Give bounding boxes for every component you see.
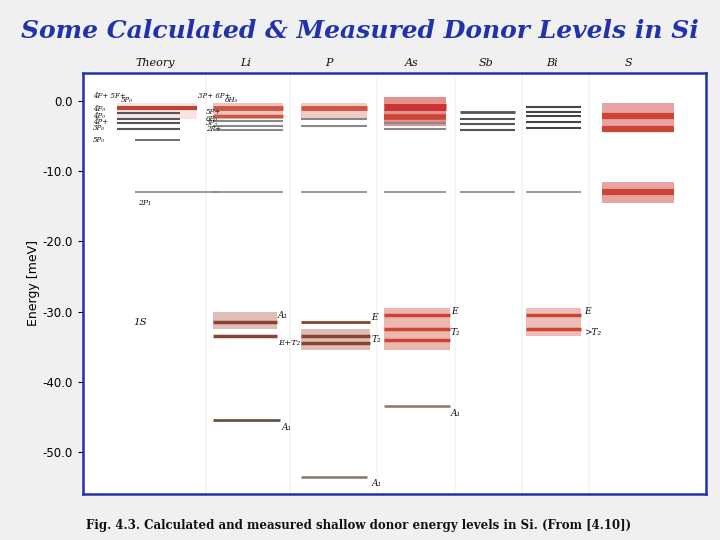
Bar [384, 97, 446, 125]
Text: Sb: Sb [479, 58, 494, 68]
Text: As: As [405, 58, 418, 68]
Text: 5P₀: 5P₀ [93, 136, 105, 144]
Text: 3P+ 6P+: 3P+ 6P+ [199, 92, 231, 100]
Bar [213, 103, 284, 118]
Bar [213, 312, 276, 329]
Text: 4P+: 4P+ [93, 118, 108, 126]
Text: Theory: Theory [135, 58, 175, 68]
Text: 5P₀: 5P₀ [121, 96, 133, 104]
Text: 6H₀: 6H₀ [225, 96, 238, 104]
Text: A₁: A₁ [278, 310, 288, 320]
Text: 3P₀: 3P₀ [93, 124, 105, 132]
Bar [384, 308, 449, 350]
Text: E+T₂: E+T₂ [278, 339, 300, 347]
Y-axis label: Energy [meV]: Energy [meV] [27, 240, 40, 327]
Bar [117, 103, 197, 118]
Text: T₂: T₂ [451, 328, 461, 337]
Text: A₁: A₁ [372, 479, 382, 488]
Text: 3P₊: 3P₊ [206, 119, 219, 127]
Bar [301, 103, 366, 118]
Text: T₂: T₂ [372, 335, 381, 344]
Bar [602, 103, 675, 125]
Text: Fig. 4.3. Calculated and measured shallow donor energy levels in Si. (From [4.10: Fig. 4.3. Calculated and measured shallo… [86, 519, 631, 532]
Text: 1S: 1S [133, 318, 147, 327]
Text: E: E [585, 307, 591, 316]
Text: 2P₁: 2P₁ [138, 199, 151, 207]
Text: 6F₀: 6F₀ [206, 114, 218, 123]
Text: 4P₀: 4P₀ [93, 112, 105, 120]
Text: A₁: A₁ [451, 409, 461, 418]
Text: S: S [624, 58, 632, 68]
Bar [301, 329, 370, 350]
Text: Li: Li [240, 58, 251, 68]
Text: 2P+: 2P+ [206, 125, 221, 133]
Text: Bi: Bi [546, 58, 558, 68]
Text: E: E [372, 313, 378, 322]
Bar [602, 181, 675, 202]
Text: E: E [451, 307, 458, 316]
Text: 5F+: 5F+ [206, 107, 221, 116]
Text: P: P [325, 58, 332, 68]
Text: Some Calculated & Measured Donor Levels in Si: Some Calculated & Measured Donor Levels … [21, 19, 699, 43]
Text: >T₂: >T₂ [585, 328, 602, 337]
Text: 4F+ 5F+: 4F+ 5F+ [93, 92, 126, 100]
Text: A₁: A₁ [282, 423, 292, 432]
Bar [526, 308, 581, 336]
Text: 4F₀: 4F₀ [93, 105, 105, 113]
